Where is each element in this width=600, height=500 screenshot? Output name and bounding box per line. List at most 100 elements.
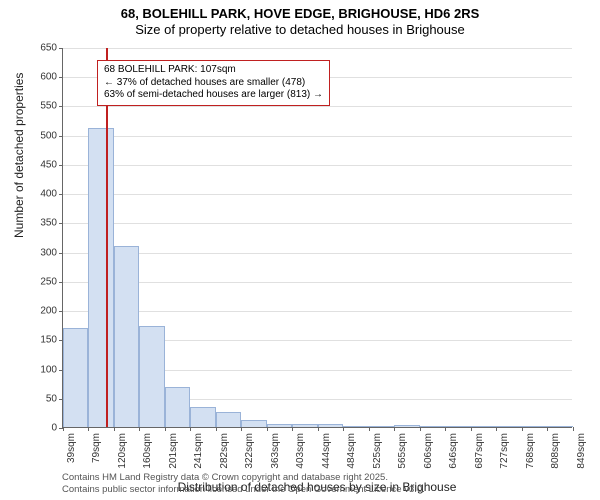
xtick-label: 322sqm: [244, 433, 255, 469]
histogram-bar: [139, 326, 165, 427]
xtick-label: 363sqm: [270, 433, 281, 469]
ytick-label: 550: [40, 101, 57, 112]
xtick-mark: [216, 427, 217, 431]
xtick-label: 646sqm: [448, 433, 459, 469]
annotation-line2: ← 37% of detached houses are smaller (47…: [104, 77, 323, 90]
footer-line2: Contains public sector information licen…: [62, 484, 425, 496]
xtick-label: 484sqm: [346, 433, 357, 469]
ytick-label: 200: [40, 306, 57, 317]
ytick-mark: [59, 48, 63, 49]
chart-footer: Contains HM Land Registry data © Crown c…: [62, 472, 425, 496]
histogram-bar: [420, 426, 445, 427]
xtick-label: 403sqm: [295, 433, 306, 469]
ytick-label: 300: [40, 247, 57, 258]
ytick-label: 450: [40, 159, 57, 170]
xtick-label: 241sqm: [193, 433, 204, 469]
annotation-box: 68 BOLEHILL PARK: 107sqm← 37% of detache…: [97, 60, 330, 106]
histogram-bar: [165, 387, 190, 427]
ytick-label: 250: [40, 276, 57, 287]
ytick-mark: [59, 223, 63, 224]
xtick-label: 39sqm: [66, 433, 77, 463]
ytick-label: 400: [40, 189, 57, 200]
histogram-bar: [547, 426, 573, 427]
ytick-label: 100: [40, 364, 57, 375]
chart-title-block: 68, BOLEHILL PARK, HOVE EDGE, BRIGHOUSE,…: [0, 0, 600, 37]
xtick-mark: [522, 427, 523, 431]
gridline: [63, 106, 572, 107]
ytick-label: 350: [40, 218, 57, 229]
xtick-label: 768sqm: [525, 433, 536, 469]
histogram-bar: [394, 425, 420, 427]
histogram-bar: [216, 412, 241, 427]
xtick-label: 849sqm: [576, 433, 587, 469]
xtick-mark: [420, 427, 421, 431]
histogram-bar: [343, 426, 369, 427]
xtick-label: 565sqm: [397, 433, 408, 469]
gridline: [63, 194, 572, 195]
xtick-mark: [292, 427, 293, 431]
gridline: [63, 223, 572, 224]
histogram-bar: [114, 246, 139, 427]
y-axis-label: Number of detached properties: [12, 73, 26, 238]
gridline: [63, 48, 572, 49]
xtick-mark: [445, 427, 446, 431]
ytick-mark: [59, 106, 63, 107]
xtick-label: 525sqm: [372, 433, 383, 469]
xtick-mark: [165, 427, 166, 431]
xtick-label: 160sqm: [142, 433, 153, 469]
xtick-mark: [573, 427, 574, 431]
histogram-bar: [496, 426, 522, 427]
chart-area: 0501001502002503003504004505005506006503…: [62, 48, 572, 428]
plot-region: 0501001502002503003504004505005506006503…: [62, 48, 572, 428]
ytick-mark: [59, 77, 63, 78]
histogram-bar: [471, 426, 496, 427]
gridline: [63, 165, 572, 166]
ytick-label: 500: [40, 130, 57, 141]
annotation-line3: 63% of semi-detached houses are larger (…: [104, 89, 323, 102]
xtick-mark: [267, 427, 268, 431]
histogram-bar: [267, 424, 292, 428]
xtick-label: 606sqm: [423, 433, 434, 469]
histogram-bar: [63, 328, 88, 427]
xtick-mark: [139, 427, 140, 431]
gridline: [63, 136, 572, 137]
xtick-mark: [241, 427, 242, 431]
xtick-mark: [369, 427, 370, 431]
xtick-mark: [343, 427, 344, 431]
histogram-bar: [522, 426, 547, 427]
xtick-mark: [318, 427, 319, 431]
chart-subtitle: Size of property relative to detached ho…: [0, 22, 600, 37]
ytick-mark: [59, 282, 63, 283]
xtick-mark: [471, 427, 472, 431]
ytick-mark: [59, 253, 63, 254]
xtick-mark: [394, 427, 395, 431]
annotation-line1: 68 BOLEHILL PARK: 107sqm: [104, 64, 323, 77]
xtick-label: 687sqm: [474, 433, 485, 469]
histogram-bar: [318, 424, 343, 427]
xtick-label: 120sqm: [117, 433, 128, 469]
gridline: [63, 311, 572, 312]
xtick-mark: [496, 427, 497, 431]
xtick-label: 282sqm: [219, 433, 230, 469]
histogram-bar: [369, 426, 394, 427]
xtick-label: 201sqm: [168, 433, 179, 469]
ytick-label: 600: [40, 72, 57, 83]
xtick-mark: [190, 427, 191, 431]
ytick-mark: [59, 136, 63, 137]
ytick-label: 50: [46, 393, 57, 404]
histogram-bar: [292, 424, 318, 427]
xtick-mark: [547, 427, 548, 431]
histogram-bar: [88, 128, 114, 427]
xtick-mark: [63, 427, 64, 431]
gridline: [63, 253, 572, 254]
ytick-mark: [59, 311, 63, 312]
xtick-label: 79sqm: [91, 433, 102, 463]
gridline: [63, 282, 572, 283]
ytick-mark: [59, 165, 63, 166]
ytick-label: 650: [40, 43, 57, 54]
xtick-mark: [88, 427, 89, 431]
xtick-label: 444sqm: [321, 433, 332, 469]
ytick-mark: [59, 194, 63, 195]
histogram-bar: [445, 426, 471, 427]
chart-title-address: 68, BOLEHILL PARK, HOVE EDGE, BRIGHOUSE,…: [0, 6, 600, 21]
